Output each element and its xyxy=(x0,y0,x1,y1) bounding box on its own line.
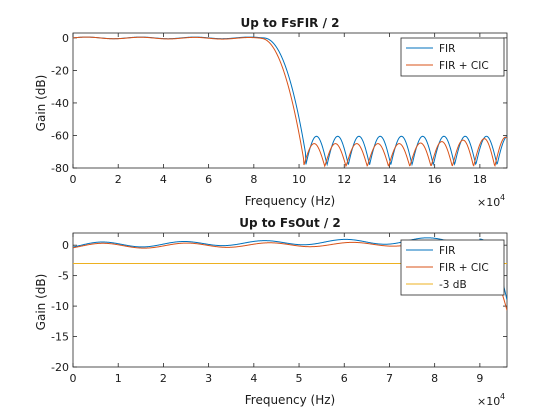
x-tick-label: 10 xyxy=(292,173,306,186)
y-tick-label: -20 xyxy=(51,64,69,77)
x-tick-label: 9 xyxy=(476,372,483,385)
legend-box xyxy=(400,37,505,77)
top-x-exponent-power: 4 xyxy=(500,193,505,202)
y-tick-label: -20 xyxy=(51,361,69,374)
y-tick-label: -60 xyxy=(51,129,69,142)
x-tick-label: 2 xyxy=(160,372,167,385)
x-tick-label: 4 xyxy=(250,372,257,385)
y-tick-label: 0 xyxy=(62,32,69,45)
y-tick-label: -80 xyxy=(51,162,69,175)
x-tick-label: 6 xyxy=(205,173,212,186)
bottom-plot-area: 0 1 2 3 4 5 6 7 8 9 0 -5 -10 -15 -20 FIR FIR + CIC -3 dB xyxy=(51,232,508,385)
legend-label: FIR xyxy=(439,43,455,55)
x-tick-label: 6 xyxy=(341,372,348,385)
y-tick-label: -15 xyxy=(51,331,69,344)
y-tick-label: 0 xyxy=(62,239,69,252)
bottom-x-axis-label: Frequency (Hz) xyxy=(245,393,336,407)
legend-label: FIR + CIC xyxy=(439,60,489,72)
y-tick-label: -5 xyxy=(58,270,69,283)
x-tick-label: 3 xyxy=(205,372,212,385)
x-tick-label: 2 xyxy=(115,173,122,186)
x-tick-label: 16 xyxy=(428,173,442,186)
x-tick-label: 14 xyxy=(382,173,396,186)
top-y-axis-label: Gain (dB) xyxy=(34,75,48,132)
series-line-2 xyxy=(73,36,507,168)
x-tick-label: 5 xyxy=(296,372,303,385)
x-tick-label: 8 xyxy=(250,173,257,186)
top-plot-area: 0 2 4 6 8 10 12 14 16 18 0 -20 -40 -60 -80 FIR FIR + CIC xyxy=(51,32,508,186)
legend: FIR FIR + CIC -3 dB xyxy=(400,239,505,296)
x-tick-label: 8 xyxy=(431,372,438,385)
x-tick-label: 1 xyxy=(115,372,122,385)
bottom-x-exponent-power: 4 xyxy=(500,392,505,401)
x-tick-label: 12 xyxy=(337,173,351,186)
x-tick-label: 7 xyxy=(386,372,393,385)
x-tick-label: 4 xyxy=(160,173,167,186)
legend: FIR FIR + CIC xyxy=(400,37,505,77)
y-tick-label: -10 xyxy=(51,300,69,313)
bottom-x-exponent-base: ×10 xyxy=(477,395,500,408)
x-tick-label: 0 xyxy=(70,372,77,385)
y-tick-label: -40 xyxy=(51,97,69,110)
bottom-chart: Up to FsOut / 2 0 1 2 3 4 5 6 7 8 9 0 -5 -10 -15 -20 FI… xyxy=(34,216,508,408)
x-tick-label: 18 xyxy=(473,173,487,186)
x-tick-label: 0 xyxy=(70,173,77,186)
series-line-1 xyxy=(73,237,507,301)
legend-label: -3 dB xyxy=(439,279,467,291)
top-x-exponent-base: ×10 xyxy=(477,196,500,209)
legend-label: FIR + CIC xyxy=(439,262,489,274)
top-chart-title: Up to FsFIR / 2 xyxy=(241,16,340,30)
bottom-chart-title: Up to FsOut / 2 xyxy=(239,216,341,230)
bottom-y-axis-label: Gain (dB) xyxy=(34,274,48,331)
legend-label: FIR xyxy=(439,245,455,257)
top-x-axis-label: Frequency (Hz) xyxy=(245,194,336,208)
top-chart: Up to FsFIR / 2 0 2 4 6 8 10 12 14 16 18 0 -20 -40 -6… xyxy=(34,16,508,209)
